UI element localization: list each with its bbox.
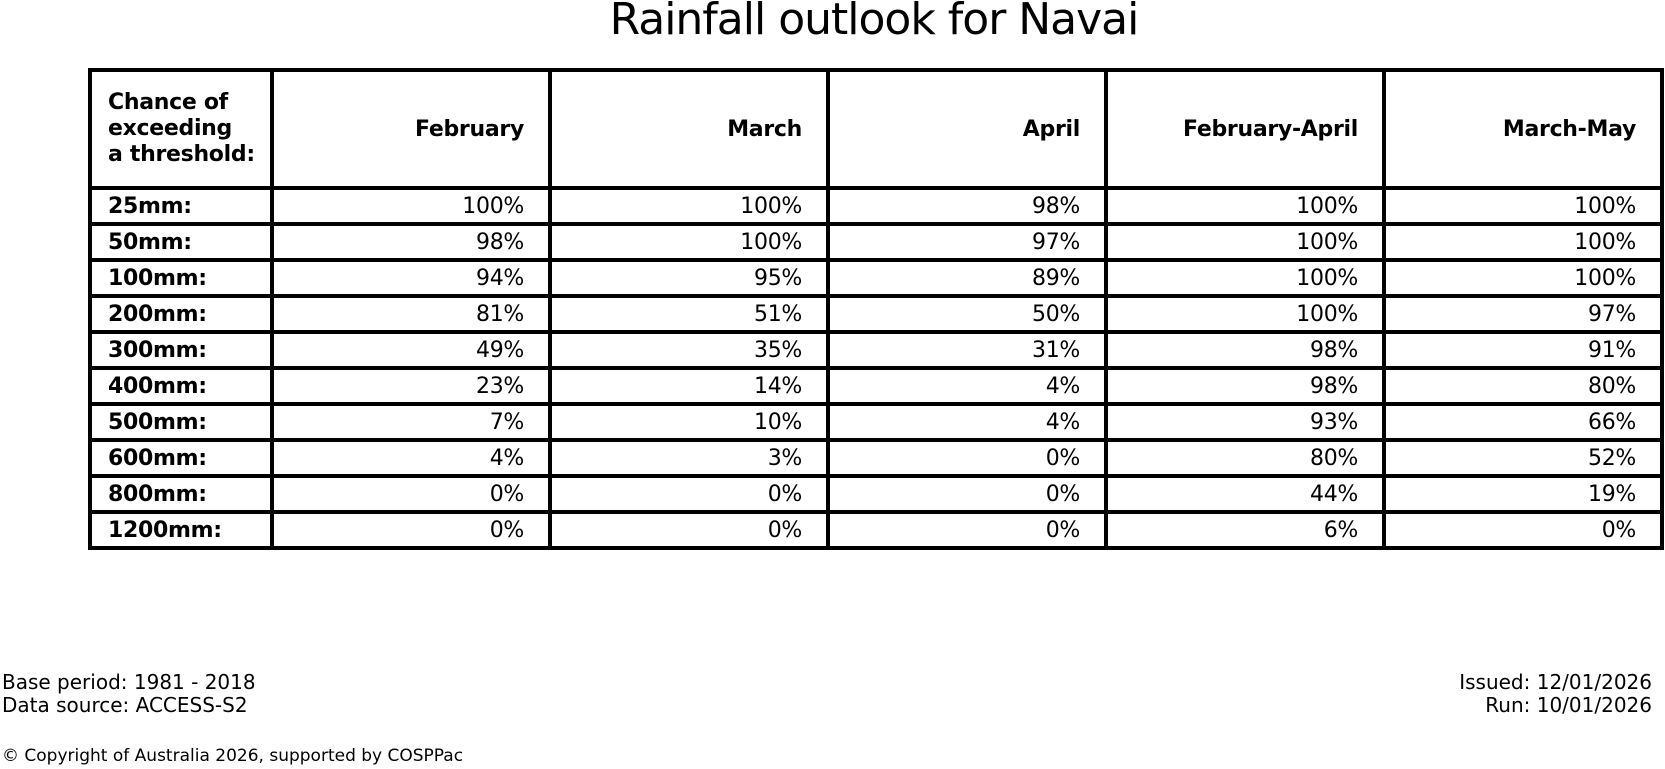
- rainfall-outlook-table: Chance of exceeding a threshold: Februar…: [88, 68, 1664, 550]
- table-body: 25mm: 100% 100% 98% 100% 100% 50mm: 98% 100% 97% 1…: [88, 186, 1664, 550]
- issued-date-text: Issued: 12/01/2026: [1459, 670, 1652, 694]
- table-row: 500mm: 7% 10% 4% 93% 66%: [88, 402, 1664, 442]
- footer-right: Issued: 12/01/2026 Run: 10/01/2026: [1459, 671, 1652, 717]
- value-cell: 100%: [1382, 186, 1664, 226]
- copyright-text: © Copyright of Australia 2026, supported…: [2, 746, 464, 766]
- value-cell: 0%: [548, 510, 830, 550]
- value-cell: 81%: [270, 294, 552, 334]
- value-cell: 98%: [826, 186, 1108, 226]
- value-cell: 66%: [1382, 402, 1664, 442]
- row-label: 25mm:: [88, 186, 274, 226]
- value-cell: 52%: [1382, 438, 1664, 478]
- value-cell: 0%: [270, 474, 552, 514]
- value-cell: 19%: [1382, 474, 1664, 514]
- value-cell: 100%: [548, 186, 830, 226]
- column-header-february-april: February-April: [1104, 68, 1386, 190]
- value-cell: 97%: [1382, 294, 1664, 334]
- value-cell: 93%: [1104, 402, 1386, 442]
- value-cell: 80%: [1382, 366, 1664, 406]
- value-cell: 100%: [1382, 258, 1664, 298]
- value-cell: 7%: [270, 402, 552, 442]
- column-header-march: March: [548, 68, 830, 190]
- row-label: 50mm:: [88, 222, 274, 262]
- value-cell: 0%: [270, 510, 552, 550]
- table-row: 200mm: 81% 51% 50% 100% 97%: [88, 294, 1664, 334]
- value-cell: 49%: [270, 330, 552, 370]
- value-cell: 100%: [1104, 294, 1386, 334]
- value-cell: 98%: [1104, 366, 1386, 406]
- value-cell: 3%: [548, 438, 830, 478]
- page-title: Rainfall outlook for Navai: [609, 0, 1140, 45]
- value-cell: 97%: [826, 222, 1108, 262]
- value-cell: 51%: [548, 294, 830, 334]
- table-row: 800mm: 0% 0% 0% 44% 19%: [88, 474, 1664, 514]
- value-cell: 14%: [548, 366, 830, 406]
- value-cell: 0%: [548, 474, 830, 514]
- value-cell: 80%: [1104, 438, 1386, 478]
- value-cell: 44%: [1104, 474, 1386, 514]
- value-cell: 4%: [826, 366, 1108, 406]
- value-cell: 100%: [548, 222, 830, 262]
- value-cell: 94%: [270, 258, 552, 298]
- value-cell: 98%: [1104, 330, 1386, 370]
- value-cell: 0%: [826, 510, 1108, 550]
- table-row: 100mm: 94% 95% 89% 100% 100%: [88, 258, 1664, 298]
- value-cell: 95%: [548, 258, 830, 298]
- value-cell: 100%: [1104, 222, 1386, 262]
- value-cell: 0%: [826, 474, 1108, 514]
- table-row: 300mm: 49% 35% 31% 98% 91%: [88, 330, 1664, 370]
- row-label: 800mm:: [88, 474, 274, 514]
- value-cell: 100%: [270, 186, 552, 226]
- table-row: 1200mm: 0% 0% 0% 6% 0%: [88, 510, 1664, 550]
- run-date-text: Run: 10/01/2026: [1485, 693, 1652, 717]
- table-header-row: Chance of exceeding a threshold: Februar…: [88, 68, 1664, 190]
- row-label: 500mm:: [88, 402, 274, 442]
- value-cell: 0%: [1382, 510, 1664, 550]
- row-label: 200mm:: [88, 294, 274, 334]
- value-cell: 6%: [1104, 510, 1386, 550]
- data-source-text: Data source: ACCESS-S2: [2, 693, 248, 717]
- row-label: 300mm:: [88, 330, 274, 370]
- value-cell: 98%: [270, 222, 552, 262]
- value-cell: 0%: [826, 438, 1108, 478]
- value-cell: 23%: [270, 366, 552, 406]
- column-header-april: April: [826, 68, 1108, 190]
- value-cell: 89%: [826, 258, 1108, 298]
- base-period-text: Base period: 1981 - 2018: [2, 670, 256, 694]
- value-cell: 91%: [1382, 330, 1664, 370]
- value-cell: 100%: [1382, 222, 1664, 262]
- value-cell: 100%: [1104, 258, 1386, 298]
- value-cell: 10%: [548, 402, 830, 442]
- value-cell: 4%: [270, 438, 552, 478]
- value-cell: 31%: [826, 330, 1108, 370]
- table-row: 25mm: 100% 100% 98% 100% 100%: [88, 186, 1664, 226]
- row-label: 1200mm:: [88, 510, 274, 550]
- row-label: 400mm:: [88, 366, 274, 406]
- value-cell: 50%: [826, 294, 1108, 334]
- column-header-march-may: March-May: [1382, 68, 1664, 190]
- table-row: 400mm: 23% 14% 4% 98% 80%: [88, 366, 1664, 406]
- table-row: 600mm: 4% 3% 0% 80% 52%: [88, 438, 1664, 478]
- column-header-february: February: [270, 68, 552, 190]
- table-row: 50mm: 98% 100% 97% 100% 100%: [88, 222, 1664, 262]
- row-label: 100mm:: [88, 258, 274, 298]
- footer-left: Base period: 1981 - 2018 Data source: AC…: [2, 671, 256, 717]
- value-cell: 4%: [826, 402, 1108, 442]
- row-header-label: Chance of exceeding a threshold:: [88, 68, 274, 190]
- value-cell: 35%: [548, 330, 830, 370]
- value-cell: 100%: [1104, 186, 1386, 226]
- row-label: 600mm:: [88, 438, 274, 478]
